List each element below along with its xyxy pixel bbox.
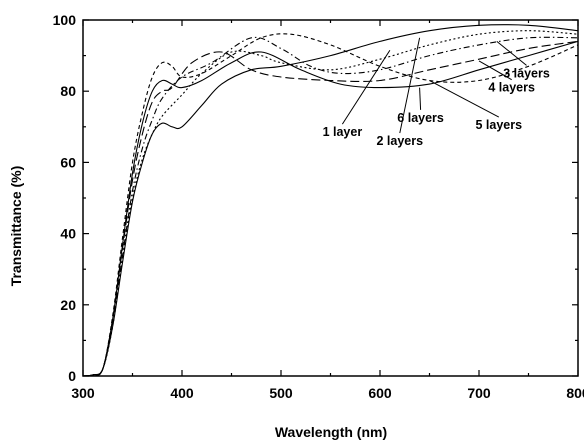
- leader-line-2-layers: [399, 37, 421, 134]
- axes: 300 400 500 600 700 800 0 20 40 60 80 100: [53, 12, 584, 401]
- y-axis-title: Transmittance (%): [8, 166, 24, 287]
- x-tick-label: 500: [269, 385, 293, 401]
- x-tick-label: 400: [170, 385, 194, 401]
- series-line-1-layer: [82, 24, 579, 377]
- x-tick-label: 600: [368, 385, 392, 401]
- y-tick-label: 0: [68, 368, 76, 384]
- x-tick-label: 300: [71, 385, 95, 401]
- y-tick-label: 80: [60, 83, 76, 99]
- series-line-5-layers: [82, 40, 579, 377]
- annotation-label-1-layer: 1 layer: [323, 125, 363, 139]
- annotation-label-5-layers: 5 layers: [476, 118, 523, 132]
- leader-line-4-layers: [478, 60, 512, 81]
- y-tick-label: 60: [60, 154, 76, 170]
- series-lines: [82, 24, 579, 377]
- leader-line-6-layers: [419, 87, 422, 110]
- annotation-label-6-layers: 6 layers: [397, 111, 444, 125]
- annotation-label-2-layers: 2 layers: [377, 134, 424, 148]
- x-axis-title: Wavelength (nm): [275, 424, 387, 440]
- leader-line-1-layer: [341, 49, 391, 125]
- y-tick-label: 100: [53, 12, 77, 28]
- x-tick-label: 800: [566, 385, 584, 401]
- series-line-6-layers: [82, 33, 579, 377]
- y-tick-label: 40: [60, 226, 76, 242]
- y-tick-label: 20: [60, 297, 76, 313]
- leader-line-5-layers: [429, 80, 500, 118]
- series-line-3-layers: [82, 36, 579, 377]
- leader-line-3-layers: [496, 40, 527, 66]
- annotation-label-4-layers: 4 layers: [488, 81, 535, 95]
- annotation-label-3-layers: 3 layers: [503, 66, 550, 80]
- x-tick-label: 700: [467, 385, 491, 401]
